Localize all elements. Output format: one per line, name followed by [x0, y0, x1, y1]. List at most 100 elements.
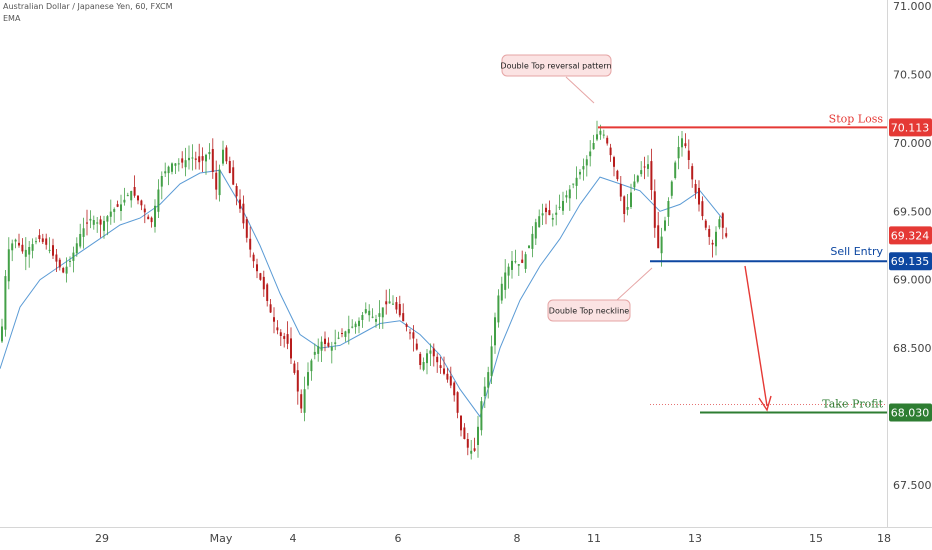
time-tick-label: 15 [809, 532, 823, 545]
candle-body [385, 301, 388, 305]
candle-body [419, 353, 422, 365]
candle-body [341, 333, 343, 334]
candle-body [592, 143, 595, 150]
stop-loss-price-tag [889, 118, 932, 137]
candle-body [276, 327, 279, 331]
neckline-pointer [616, 267, 653, 301]
candle-body [123, 199, 126, 203]
candle-body [572, 183, 575, 185]
candles-group [1, 120, 728, 460]
candle-body [103, 220, 105, 231]
candle-body [38, 235, 41, 239]
candle-body [75, 243, 78, 254]
candle-body [599, 130, 602, 135]
candle-body [473, 448, 476, 451]
candle-body [181, 158, 184, 163]
price-tick-label: 68.500 [893, 342, 932, 355]
candle-body [681, 138, 683, 148]
candle-body [262, 276, 265, 290]
candle-body [415, 343, 418, 350]
candle-body [545, 207, 547, 213]
candle-body [579, 171, 581, 175]
candle-body [657, 225, 660, 249]
candle-body [252, 254, 255, 262]
candle-body [715, 231, 717, 247]
candle-body [480, 401, 483, 431]
candle-body [463, 427, 466, 439]
candle-body [1, 326, 3, 342]
candle-body [228, 161, 231, 173]
candle-body [303, 389, 306, 413]
chart-symbol-title: Australian Dollar / Japanese Yen, 60, FX… [3, 2, 173, 11]
candle-body [283, 336, 286, 339]
candle-body [361, 315, 364, 320]
candle-body [534, 222, 537, 239]
candle-body [137, 195, 139, 201]
candle-body [205, 154, 207, 162]
candle-body [395, 302, 398, 310]
candle-body [249, 238, 252, 250]
candle-body [72, 252, 75, 261]
candle-body [504, 272, 507, 290]
candle-body [371, 316, 374, 318]
candle-body [368, 310, 371, 316]
price-tick-label: 70.500 [893, 68, 932, 81]
last-price-tag [889, 226, 932, 245]
candle-body [568, 189, 571, 199]
candle-body [109, 211, 112, 217]
time-tick-label: 11 [587, 532, 601, 545]
candle-body [456, 392, 459, 413]
candle-body [99, 219, 102, 225]
candle-body [330, 347, 333, 351]
candle-body [140, 200, 143, 206]
time-tick-label: 6 [395, 532, 402, 545]
candle-body [324, 338, 326, 344]
candle-body [116, 204, 119, 207]
candle-body [541, 213, 544, 216]
double-top-pointer [565, 76, 595, 104]
candle-body [589, 151, 592, 157]
candle-body [154, 205, 156, 227]
candle-body [222, 149, 224, 164]
candle-body [273, 317, 275, 322]
candle-body [528, 245, 530, 249]
candle-body [347, 329, 350, 334]
candle-body [565, 195, 568, 198]
candle-body [184, 160, 187, 168]
time-tick-label: May [210, 532, 233, 545]
candle-body [198, 156, 201, 163]
candle-body [684, 143, 687, 147]
candle-body [89, 218, 92, 221]
candle-body [708, 229, 711, 237]
neckline-note-box [547, 299, 631, 322]
candle-body [4, 276, 7, 330]
candle-body [609, 147, 612, 156]
take-profit-label: Take Profit [822, 397, 883, 410]
candle-body [449, 376, 452, 386]
time-axis[interactable]: 29 May 4 6 8 11 13 15 18 [95, 532, 891, 545]
candle-body [511, 260, 513, 270]
candle-body [524, 254, 527, 269]
candle-body [636, 175, 639, 182]
candle-body [143, 208, 146, 213]
candle-body [494, 317, 496, 346]
take-profit-price-tag [889, 403, 932, 422]
sell-arrow [744, 265, 768, 407]
candle-body [378, 313, 381, 317]
candle-body [653, 191, 656, 228]
last-price-text: 69.324 [891, 229, 930, 242]
candle-body [157, 189, 160, 212]
candle-body [256, 264, 258, 272]
candle-body [18, 242, 20, 246]
candle-body [694, 184, 697, 193]
candle-body [446, 373, 449, 380]
candle-body [307, 372, 309, 386]
candle-body [619, 184, 622, 197]
candle-body [201, 156, 204, 161]
candle-body [266, 284, 269, 301]
sell-arrow-head [758, 395, 772, 412]
candle-body [41, 238, 44, 242]
time-tick-label: 4 [290, 532, 297, 545]
candle-body [171, 163, 173, 172]
